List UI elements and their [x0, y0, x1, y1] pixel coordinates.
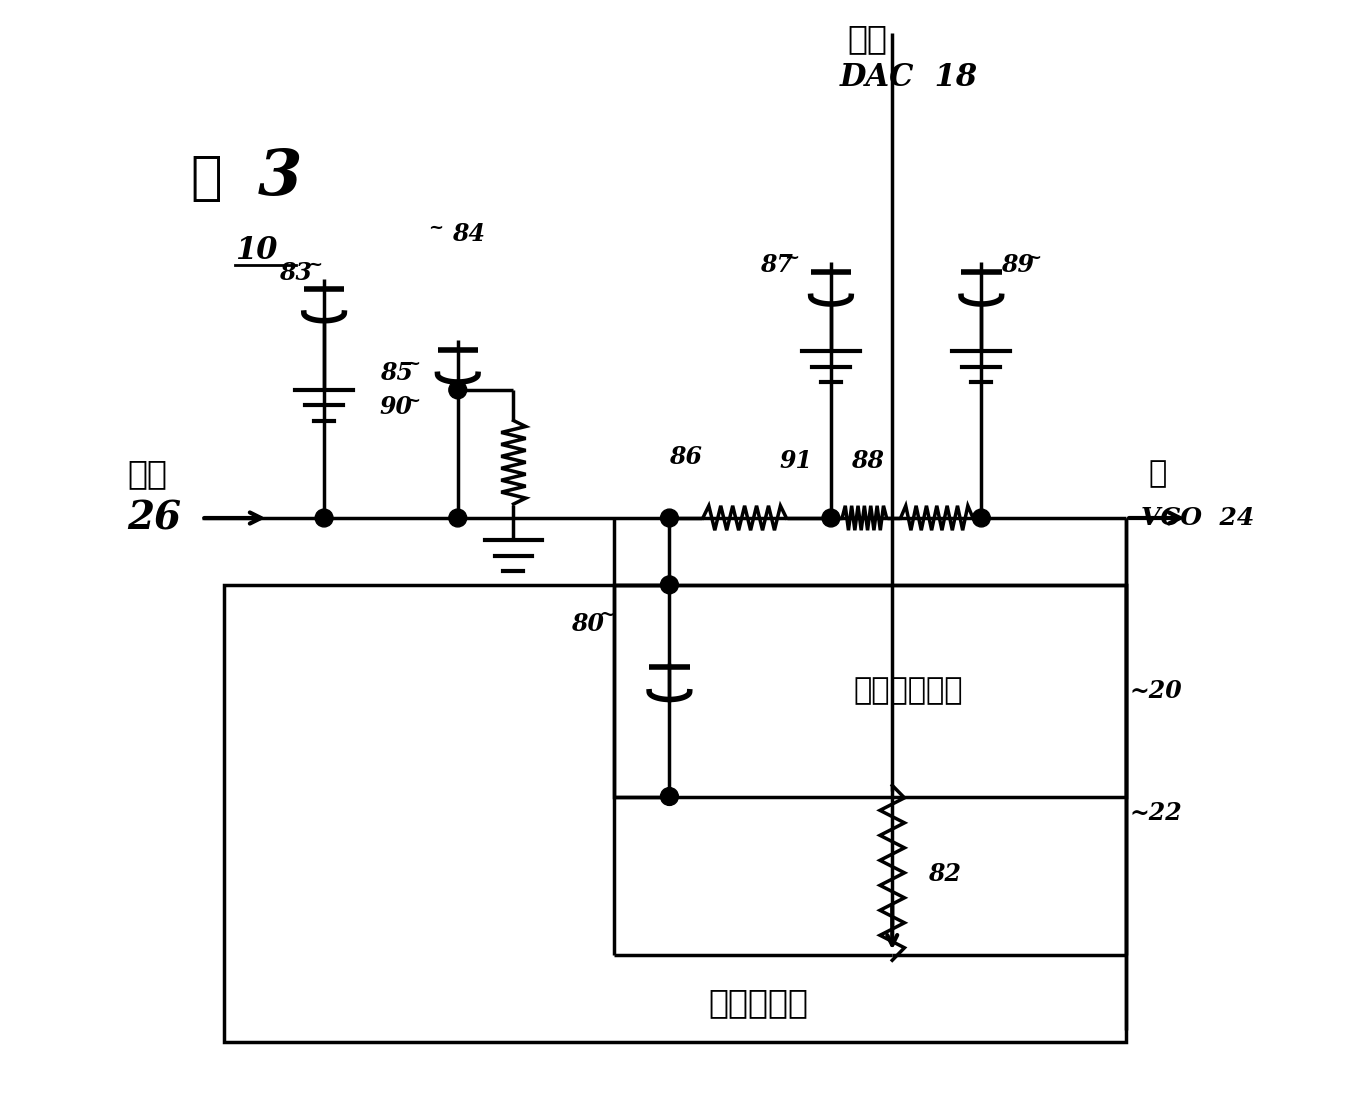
- Text: ~: ~: [405, 355, 421, 373]
- Text: VCO  24: VCO 24: [1141, 506, 1254, 530]
- Text: 91: 91: [780, 449, 813, 473]
- Text: 3: 3: [258, 147, 302, 209]
- Text: ~: ~: [599, 605, 617, 625]
- Circle shape: [660, 788, 678, 805]
- Text: 85: 85: [379, 361, 413, 385]
- Text: 89: 89: [1002, 253, 1034, 277]
- Text: 至: 至: [1149, 459, 1166, 488]
- Bar: [614, 585, 1126, 797]
- Text: DAC  18: DAC 18: [840, 62, 977, 94]
- Bar: [224, 585, 1126, 1042]
- Text: 图: 图: [190, 153, 221, 204]
- Text: ~: ~: [405, 392, 421, 410]
- Text: 来自: 来自: [127, 457, 167, 490]
- Circle shape: [822, 509, 840, 527]
- Circle shape: [972, 509, 991, 527]
- Text: 87: 87: [760, 253, 792, 277]
- Text: 90: 90: [379, 394, 413, 419]
- Text: ~: ~: [1026, 250, 1041, 267]
- Text: ~: ~: [428, 219, 443, 237]
- Circle shape: [660, 509, 678, 527]
- Text: 88: 88: [850, 449, 884, 473]
- Text: ~20: ~20: [1130, 678, 1183, 703]
- Text: 84: 84: [452, 222, 485, 246]
- Circle shape: [448, 509, 467, 527]
- Text: ~22: ~22: [1130, 801, 1183, 825]
- Circle shape: [448, 381, 467, 399]
- Text: 来自: 来自: [848, 22, 888, 56]
- Text: 环路滤波器: 环路滤波器: [709, 986, 809, 1019]
- Circle shape: [660, 576, 678, 594]
- Text: 26: 26: [127, 499, 181, 537]
- Circle shape: [315, 509, 333, 527]
- Text: 10: 10: [235, 235, 278, 266]
- Text: 82: 82: [927, 862, 961, 887]
- Text: 83: 83: [279, 261, 313, 285]
- Text: ~: ~: [784, 250, 799, 267]
- Text: 电阻性衰减器: 电阻性衰减器: [853, 676, 963, 705]
- Text: 80: 80: [571, 612, 605, 636]
- Text: 86: 86: [670, 444, 702, 469]
- Text: ~: ~: [308, 256, 323, 274]
